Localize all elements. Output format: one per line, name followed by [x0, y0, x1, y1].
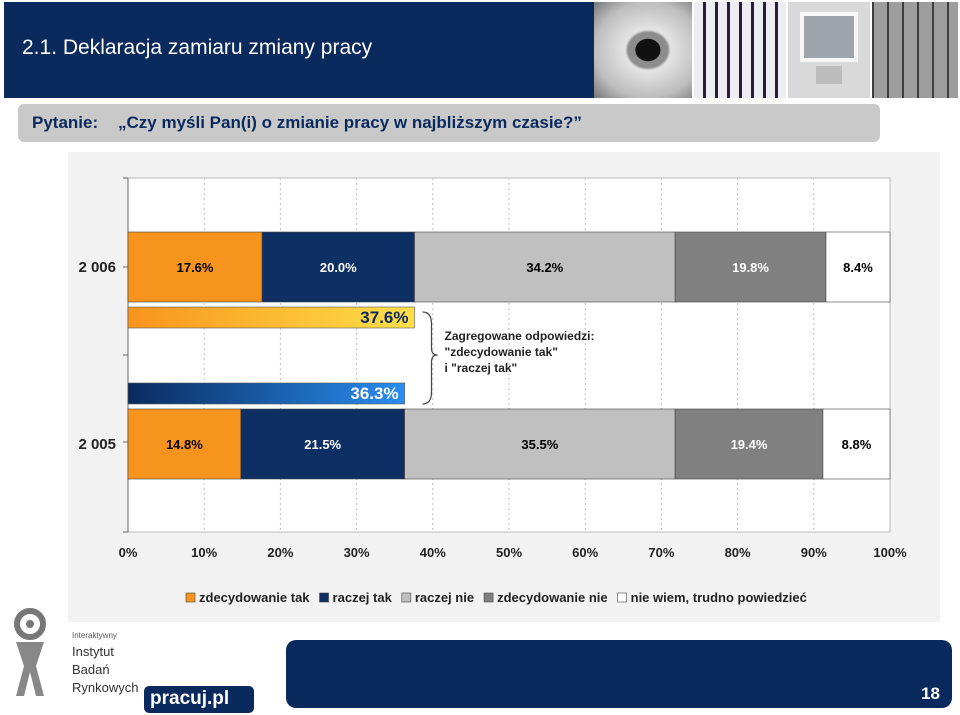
bar-segment-nie-wiem-trudno-powiedzie: [822, 408, 891, 480]
legend-entry-zdecydowanie-nie: zdecydowanie nie: [497, 590, 608, 605]
data-label: 19.8%: [732, 260, 769, 275]
legend-swatch-nie-wiem-trudno-powiedzie: [617, 592, 627, 603]
question-text: „Czy myśli Pan(i) o zmianie pracy w najb…: [118, 113, 582, 132]
bar-segment-nie-wiem-trudno-powiedzie: [825, 231, 891, 303]
data-label: 19.4%: [731, 437, 768, 452]
monitor-screen: [800, 12, 858, 62]
header-photos: [594, 2, 958, 98]
data-label: 8.8%: [842, 437, 872, 452]
category-label: 2 006: [78, 259, 116, 276]
legend-swatch-raczej-nie: [401, 592, 412, 603]
monitor-photo: [788, 2, 870, 98]
x-tick-label: 100%: [873, 545, 907, 560]
legend-swatch-zdecydowanie-nie: [483, 592, 494, 603]
institute-figure-icon: [14, 608, 46, 696]
x-tick-label: 30%: [344, 545, 370, 560]
institute-line-3: Badań: [72, 662, 110, 677]
eye-photo: [594, 2, 692, 98]
aggregation-note-line: "zdecydowanie tak": [445, 345, 558, 359]
bar-segment-zdecydowanie-tak: [127, 408, 242, 480]
x-tick-label: 70%: [648, 545, 674, 560]
data-label: 20.0%: [320, 260, 357, 275]
legend-swatch-zdecydowanie-tak: [185, 592, 196, 603]
x-tick-label: 60%: [572, 545, 598, 560]
page-number: 18: [921, 684, 940, 703]
aggregated-label: 37.6%: [360, 308, 408, 327]
bar-segment-raczej-tak: [240, 408, 405, 480]
aggregated-bar: [127, 382, 405, 405]
monitor-stand: [816, 66, 842, 84]
data-label: 14.8%: [166, 437, 203, 452]
data-label: 21.5%: [304, 437, 341, 452]
x-tick-label: 0%: [119, 545, 138, 560]
legend-swatch-raczej-tak: [319, 592, 329, 603]
x-tick-label: 50%: [496, 545, 522, 560]
institute-line-4: Rynkowych: [72, 680, 139, 695]
legend-entry-raczej-tak: raczej tak: [333, 590, 393, 605]
institute-line-1: Interaktywny: [72, 631, 117, 640]
bar-segment-raczej-tak: [261, 231, 415, 303]
bar-segment-raczej-nie: [404, 408, 676, 480]
header-banner: 2.1. Deklaracja zamiaru zmiany pracy: [4, 2, 594, 98]
question-bar: Pytanie: „Czy myśli Pan(i) o zmianie pra…: [18, 104, 880, 142]
piano-keys-photo: [694, 2, 786, 98]
institute-line-2: Instytut: [72, 644, 114, 659]
pracuj-logo-text: pracuj.pl: [150, 688, 230, 709]
bar-segment-zdecydowanie-nie: [674, 231, 827, 303]
chart-frame: 0% 10% 20% 30% 40% 50% 60% 70% 80% 90% 100% 2 006 17…: [68, 152, 940, 622]
aggregation-note-line: Zagregowane odpowiedzi:: [445, 329, 595, 343]
category-label: 2 005: [78, 436, 116, 453]
data-label: 17.6%: [177, 260, 214, 275]
data-label: 8.4%: [843, 260, 873, 275]
x-tick-label: 40%: [420, 545, 446, 560]
aggregation-note-line: i "raczej tak": [445, 361, 518, 375]
page-title: 2.1. Deklaracja zamiaru zmiany pracy: [22, 36, 373, 59]
institute-logo: Interaktywny Instytut Badań Rynkowych: [4, 606, 138, 706]
keyboard-photo: [872, 2, 958, 98]
aggregated-label: 36.3%: [350, 384, 398, 403]
stacked-bar-chart: 0% 10% 20% 30% 40% 50% 60% 70% 80% 90% 100% 2 006 17…: [78, 177, 907, 605]
x-tick-label: 20%: [267, 545, 293, 560]
aggregated-bar: [127, 306, 415, 329]
legend-entry-nie-wiem-trudno-powiedzie: nie wiem, trudno powiedzieć: [631, 590, 807, 605]
x-tick-label: 90%: [801, 545, 827, 560]
x-tick-label: 80%: [725, 545, 751, 560]
legend-entry-zdecydowanie-tak: zdecydowanie tak: [199, 590, 310, 605]
pracuj-logo: pracuj.pl: [144, 686, 254, 713]
bar-segment-zdecydowanie-tak: [127, 231, 263, 303]
data-label: 35.5%: [521, 437, 558, 452]
question-prefix: Pytanie:: [32, 113, 99, 132]
data-label: 34.2%: [526, 260, 563, 275]
bar-segment-raczej-nie: [414, 231, 676, 303]
bar-segment-zdecydowanie-nie: [674, 408, 824, 480]
footer-bar: 18: [286, 640, 952, 708]
legend-entry-raczej-nie: raczej nie: [415, 590, 474, 605]
x-tick-label: 10%: [191, 545, 217, 560]
aggregation-brace: [422, 311, 438, 405]
